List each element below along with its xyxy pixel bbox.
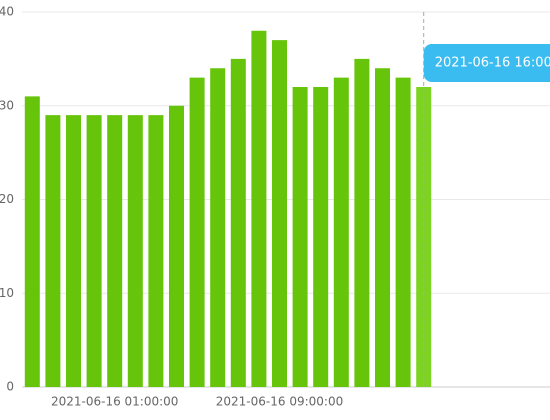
bar — [313, 87, 329, 387]
tooltip-text: 2021-06-16 16:00 — [435, 56, 550, 71]
tooltip: 2021-06-16 16:00 — [423, 44, 550, 82]
bar — [66, 115, 81, 387]
bar — [107, 115, 123, 387]
bar — [127, 115, 143, 387]
bar — [148, 115, 164, 387]
bar — [24, 96, 40, 387]
y-tick-label: 20 — [0, 192, 14, 206]
bar — [251, 30, 267, 387]
y-tick-label: 0 — [6, 380, 14, 394]
bar — [86, 115, 102, 387]
bar — [375, 68, 390, 387]
bar — [45, 115, 61, 387]
x-tick-label: 2021-06-16 09:00:00 — [216, 395, 343, 409]
y-tick-label: 40 — [0, 5, 14, 19]
bar — [272, 40, 287, 387]
bar — [189, 77, 205, 387]
bar — [210, 68, 226, 387]
tooltip-box — [423, 44, 550, 82]
bar — [292, 87, 308, 387]
y-tick-label: 30 — [0, 98, 14, 112]
bar — [333, 77, 349, 387]
bar — [395, 77, 411, 387]
bar — [169, 105, 184, 387]
bar — [230, 58, 246, 387]
x-tick-label: 2021-06-16 01:00:00 — [51, 395, 178, 409]
y-tick-label: 10 — [0, 286, 14, 300]
bar — [354, 58, 370, 387]
